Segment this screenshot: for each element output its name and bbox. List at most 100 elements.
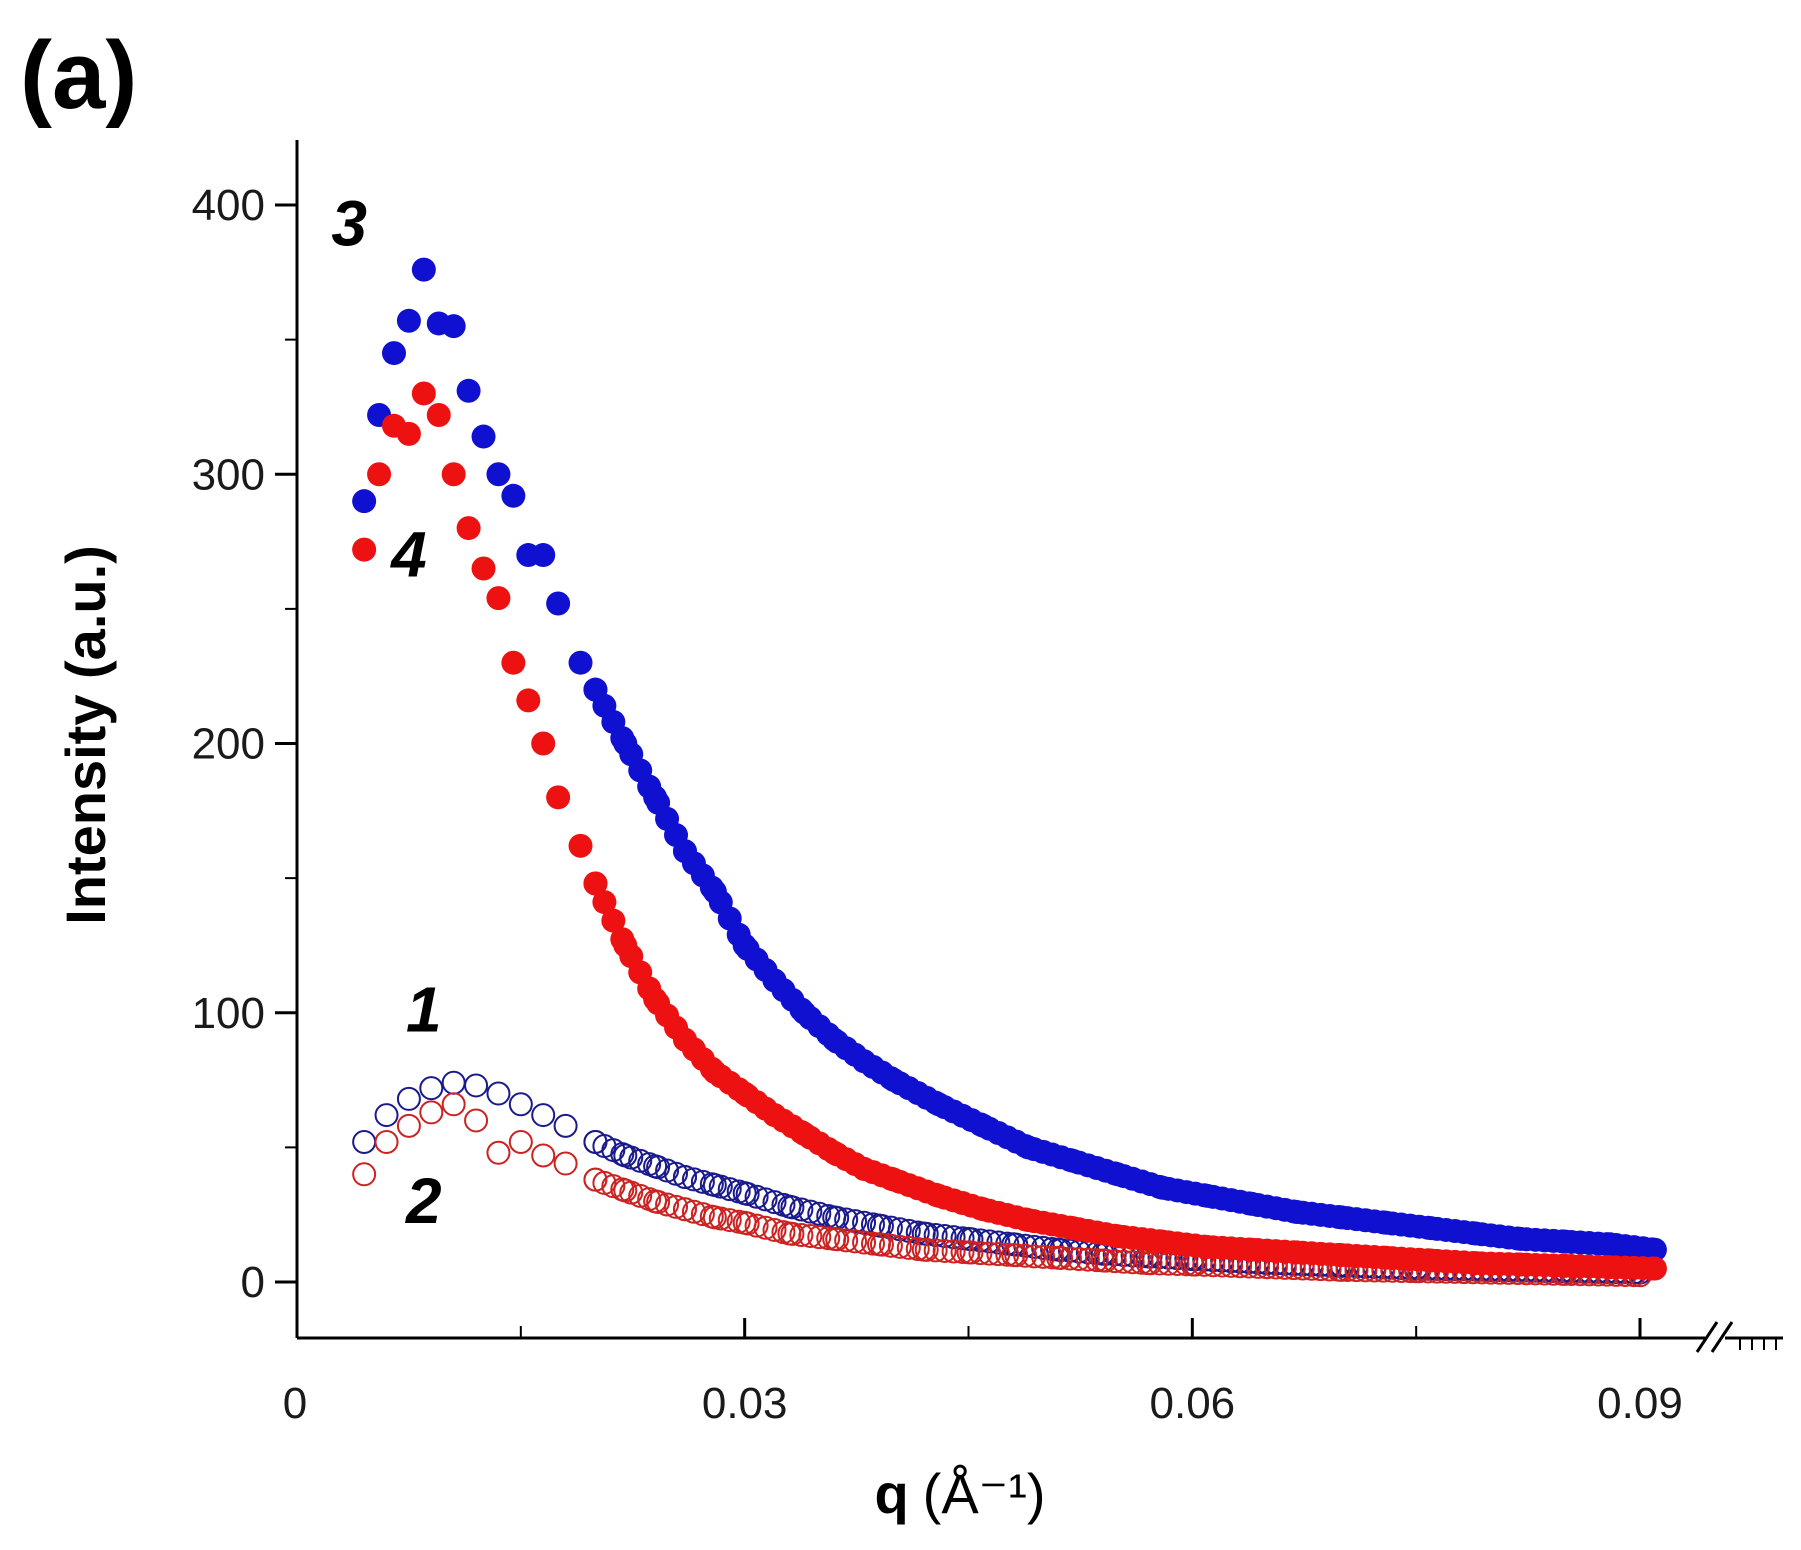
- data-point: [717, 1208, 742, 1233]
- data-point: [464, 1108, 489, 1133]
- data-point: [681, 1167, 706, 1192]
- data-point: [568, 833, 593, 858]
- data-point: [959, 1227, 984, 1252]
- data-point: [546, 591, 571, 616]
- data-point: [905, 1236, 930, 1261]
- data-point: [726, 1179, 751, 1204]
- x-tick-label: 0.09: [1597, 1379, 1683, 1428]
- data-point: [486, 586, 511, 611]
- x-axis-title-unit: (Å⁻¹): [923, 1462, 1046, 1525]
- data-point: [1075, 1247, 1100, 1272]
- series-label-3: 3: [331, 187, 367, 259]
- x-axis-title: q (Å⁻¹): [874, 1462, 1045, 1525]
- data-point: [744, 1213, 769, 1238]
- data-point: [592, 890, 617, 915]
- data-point: [932, 1224, 957, 1249]
- series-label-4: 4: [389, 519, 427, 591]
- y-axis-title: Intensity (a.u.): [54, 545, 117, 925]
- data-point: [637, 1187, 662, 1212]
- data-point: [471, 424, 496, 449]
- data-point: [501, 650, 526, 675]
- data-point: [441, 314, 466, 339]
- data-point: [735, 1182, 760, 1207]
- x-tick-label: 0: [283, 1379, 307, 1428]
- data-point: [441, 1092, 466, 1117]
- data-point: [568, 650, 593, 675]
- data-point: [396, 421, 421, 446]
- data-point: [977, 1241, 1002, 1266]
- data-point: [798, 1199, 823, 1224]
- data-point: [601, 908, 626, 933]
- data-point: [374, 1103, 399, 1128]
- data-point: [381, 341, 406, 366]
- data-point: [508, 1092, 533, 1117]
- data-point: [717, 1177, 742, 1202]
- data-point: [798, 1224, 823, 1249]
- data-point: [531, 1103, 556, 1128]
- data-point: [869, 1232, 894, 1257]
- y-tick-label: 200: [192, 720, 265, 769]
- data-point: [583, 871, 608, 896]
- data-point: [419, 1100, 444, 1125]
- data-point: [789, 1222, 814, 1247]
- data-point: [367, 462, 392, 487]
- data-point: [681, 1199, 706, 1224]
- data-point: [753, 1187, 778, 1212]
- series-4: [352, 381, 1667, 1281]
- data-point: [1057, 1246, 1082, 1271]
- data-point: [1040, 1245, 1065, 1270]
- data-point: [1120, 1250, 1145, 1275]
- data-point: [352, 1129, 377, 1154]
- plot-area: 0 100 200 300 400 0 0.03 0.06 0.09 3 4 1 2: [192, 140, 1783, 1428]
- data-point: [816, 1226, 841, 1251]
- data-point: [690, 1202, 715, 1227]
- y-tick-label: 400: [192, 181, 265, 230]
- data-point: [789, 1197, 814, 1222]
- data-point: [807, 1201, 832, 1226]
- data-point: [950, 1226, 975, 1251]
- data-point: [986, 1242, 1011, 1267]
- data-point: [471, 556, 496, 581]
- y-tick-label: 0: [241, 1258, 265, 1307]
- data-point: [1129, 1250, 1154, 1275]
- data-point: [914, 1237, 939, 1262]
- data-point: [708, 1174, 733, 1199]
- data-point: [860, 1231, 885, 1256]
- data-point: [1093, 1248, 1118, 1273]
- series-label-2: 2: [405, 1165, 442, 1237]
- data-point: [672, 1197, 697, 1222]
- data-point: [396, 1113, 421, 1138]
- data-point: [464, 1073, 489, 1098]
- data-point: [959, 1240, 984, 1265]
- data-point: [411, 381, 436, 406]
- data-point: [531, 543, 556, 568]
- data-point: [834, 1228, 859, 1253]
- data-point: [655, 1192, 680, 1217]
- y-tick-label: 300: [192, 450, 265, 499]
- data-point: [426, 403, 451, 428]
- data-point: [932, 1238, 957, 1263]
- data-point: [852, 1230, 877, 1255]
- data-point: [419, 1076, 444, 1101]
- data-point: [374, 1129, 399, 1154]
- data-point: [690, 1169, 715, 1194]
- series-labels: 3 4 1 2: [331, 187, 441, 1236]
- data-point: [708, 1206, 733, 1231]
- data-point: [1066, 1247, 1091, 1272]
- data-point: [1013, 1243, 1038, 1268]
- data-point: [699, 1204, 724, 1229]
- series-layer: [352, 257, 1667, 1288]
- y-tick-label: 100: [192, 989, 265, 1038]
- data-point: [1639, 1237, 1664, 1262]
- data-point: [843, 1229, 868, 1254]
- data-point: [1111, 1249, 1136, 1274]
- data-point: [508, 1129, 533, 1154]
- data-point: [553, 1151, 578, 1176]
- data-point: [995, 1242, 1020, 1267]
- data-point: [1639, 1256, 1664, 1281]
- data-point: [923, 1238, 948, 1263]
- data-point: [968, 1241, 993, 1266]
- data-point: [1084, 1248, 1109, 1273]
- panel-label: (a): [20, 22, 137, 129]
